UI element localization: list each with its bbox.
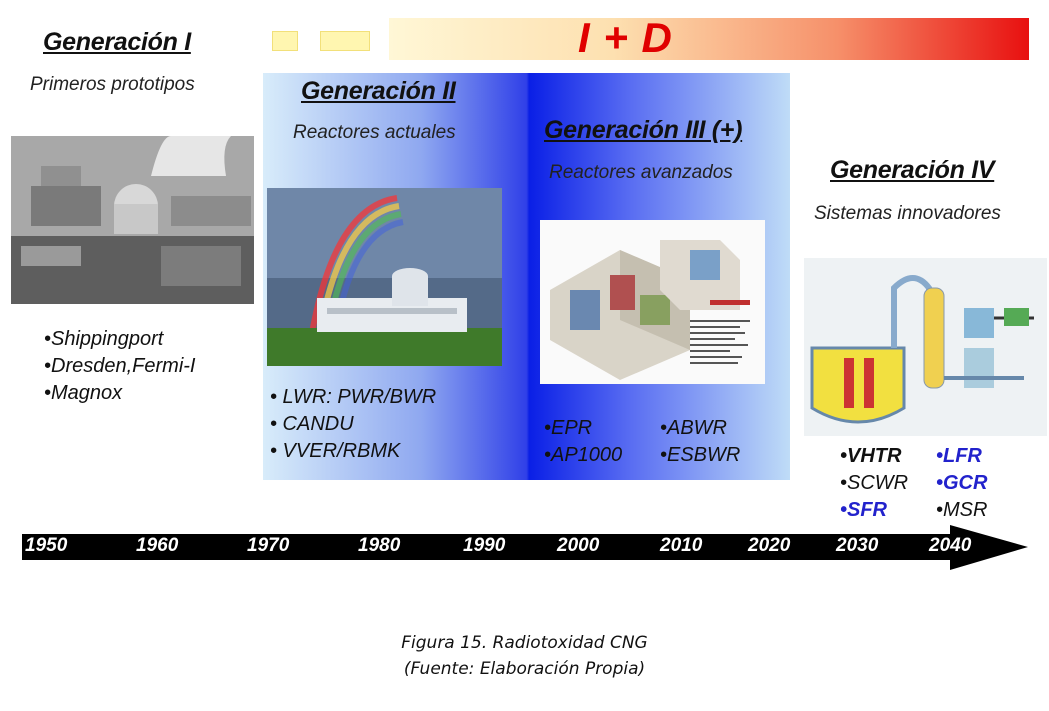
gen1-plant-photo	[11, 136, 254, 304]
gen2-subtitle: Reactores actuales	[293, 122, 456, 143]
gen4-item: •SCWR	[840, 472, 909, 494]
gen2-plant-rainbow-photo	[267, 188, 502, 366]
gen4-subtitle: Sistemas innovadores	[814, 203, 1001, 224]
gen1-subtitle: Primeros prototipos	[30, 74, 195, 95]
gen4-reactor-diagram	[804, 258, 1047, 436]
timeline-arrow	[22, 525, 1030, 576]
gen3-list-right: •ABWR •ESBWR	[660, 415, 740, 469]
gen4-title: Generación IV	[830, 156, 995, 184]
gen1-list: •Shippingport •Dresden,Fermi-I •Magnox	[44, 326, 195, 407]
timeline-year-1970: 1970	[247, 535, 290, 556]
gen4-list-left: •VHTR •SCWR •SFR	[840, 443, 908, 524]
timeline-year-1950: 1950	[25, 535, 68, 556]
banner-gradient	[389, 18, 1029, 60]
gen4-item: •MSR	[936, 499, 988, 521]
timeline-year-2020: 2020	[748, 535, 791, 556]
gen1-item: •Magnox	[44, 382, 123, 404]
timeline-year-2030: 2030	[836, 535, 879, 556]
gen4-item: •SFR	[840, 499, 888, 521]
gen4-item: •LFR	[936, 445, 982, 467]
timeline-year-2010: 2010	[660, 535, 703, 556]
gen1-title: Generación I	[43, 28, 191, 56]
banner-square-2	[320, 31, 370, 51]
gen2-item: • CANDU	[270, 413, 354, 435]
gen3-list-left: •EPR •AP1000	[544, 415, 622, 469]
gen3-reactor-cutaway	[540, 220, 765, 384]
gen1-item: •Shippingport	[44, 328, 164, 350]
gen2-title: Generación II	[301, 77, 456, 105]
gen1-item: •Dresden,Fermi-I	[44, 355, 196, 377]
gen3-item: •EPR	[544, 417, 593, 439]
gen4-item: •VHTR	[840, 445, 902, 467]
gen3-title: Generación III (+)	[544, 116, 743, 144]
banner-square-1	[272, 31, 298, 51]
figure-caption-line2: (Fuente: Elaboración Propia)	[403, 659, 646, 679]
timeline-year-2000: 2000	[557, 535, 600, 556]
banner-label: I + D	[578, 14, 673, 61]
figure-caption-line1: Figura 15. Radiotoxidad CNG	[401, 633, 648, 653]
timeline-year-1990: 1990	[463, 535, 506, 556]
gen2-item: • VVER/RBMK	[270, 440, 401, 462]
gen3-subtitle: Reactores avanzados	[549, 162, 733, 183]
gen4-item: •GCR	[936, 472, 988, 494]
timeline-year-1960: 1960	[136, 535, 179, 556]
gen2-list: • LWR: PWR/BWR • CANDU • VVER/RBMK	[270, 384, 436, 465]
gen2-item: • LWR: PWR/BWR	[270, 386, 437, 408]
timeline-year-2040: 2040	[929, 535, 972, 556]
gen3-item: •ESBWR	[660, 444, 741, 466]
gen3-item: •AP1000	[544, 444, 623, 466]
timeline-year-1980: 1980	[358, 535, 401, 556]
gen4-list-right: •LFR •GCR •MSR	[936, 443, 987, 524]
gen3-item: •ABWR	[660, 417, 728, 439]
